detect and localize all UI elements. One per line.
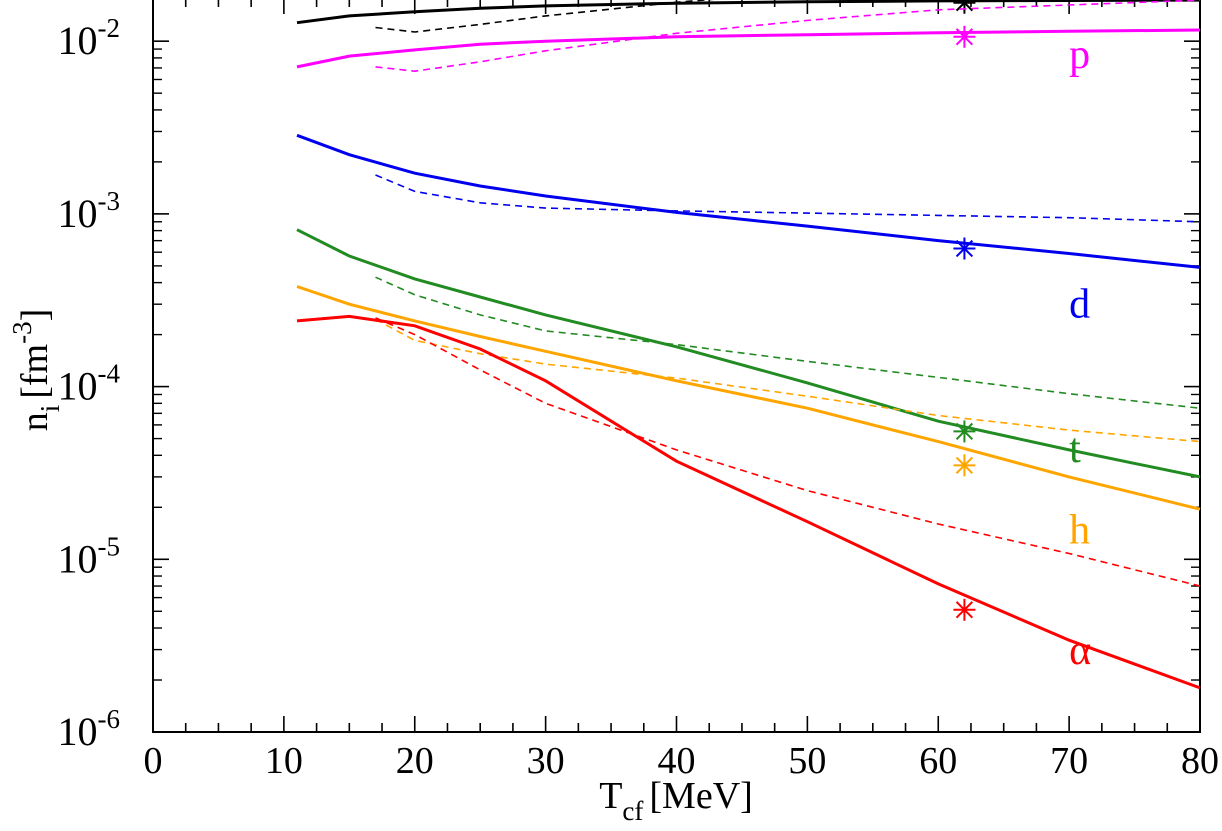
series-label: α (1069, 628, 1091, 674)
x-tick-label: 10 (265, 740, 303, 782)
axis-ticks (152, 0, 1201, 733)
series-dashed-line (375, 318, 1201, 443)
series-t: t (296, 228, 1201, 479)
series-n: n (296, 0, 1201, 33)
y-tick-label: 10-2 (58, 13, 121, 63)
star-marker (953, 0, 976, 14)
series-solid-line (296, 133, 1201, 269)
series-dashed-line (375, 174, 1201, 223)
x-tick-label: 50 (788, 740, 826, 782)
y-axis-label-unit-close: ] (14, 309, 56, 322)
star-marker (953, 454, 976, 477)
series-label: t (1069, 426, 1081, 472)
plot-frame (152, 0, 1201, 733)
series-α: α (296, 314, 1201, 690)
series-dashed-line (375, 0, 1201, 73)
series-dashed-line (375, 0, 715, 33)
x-tick-label: 20 (396, 740, 434, 782)
series-h: h (296, 285, 1201, 553)
x-tick-label: 0 (144, 740, 163, 782)
series-solid-line (296, 285, 1201, 511)
star-marker (953, 598, 976, 621)
series-d: d (296, 133, 1201, 328)
x-tick-label: 80 (1181, 740, 1219, 782)
series-label: h (1069, 507, 1090, 553)
y-axis-label: ni [fm-3] (7, 309, 65, 432)
series-label: d (1069, 282, 1090, 328)
series-solid-line (296, 228, 1201, 479)
tick-labels: 0 10 20 30 40 50 60 70 80 10-6 10-5 10-4 10-3 10-2 (58, 13, 1220, 782)
y-axis-label-symbol: n (14, 412, 56, 431)
y-axis-label-subscript: i (35, 405, 65, 413)
y-tick-label: 10-6 (58, 704, 121, 754)
star-marker (953, 25, 976, 48)
x-tick-label: 30 (527, 740, 565, 782)
x-axis-label-subscript: cf (622, 796, 643, 826)
series-solid-line (296, 0, 1201, 25)
x-axis-label-symbol: T (599, 775, 622, 817)
y-tick-label: 10-4 (58, 359, 121, 409)
x-tick-label: 40 (658, 740, 696, 782)
star-marker (953, 420, 976, 443)
series-layer: np d th α (296, 0, 1201, 690)
y-axis-label-unit-exponent: -3 (7, 321, 37, 344)
series-solid-line (296, 28, 1201, 69)
series-dashed-line (375, 276, 1201, 409)
x-tick-label: 60 (919, 740, 957, 782)
y-tick-label: 10-3 (58, 186, 121, 236)
series-dashed-line (375, 317, 1201, 587)
star-marker (953, 237, 976, 260)
x-axis-label: Tcf [MeV] (599, 775, 753, 826)
series-solid-line (296, 314, 1201, 690)
series-p: p (296, 0, 1201, 78)
x-axis-label-unit: [MeV] (649, 775, 752, 817)
x-tick-label: 70 (1050, 740, 1088, 782)
y-tick-label: 10-5 (58, 531, 121, 581)
y-axis-label-unit: [fm (14, 344, 56, 399)
series-label: p (1069, 32, 1090, 78)
